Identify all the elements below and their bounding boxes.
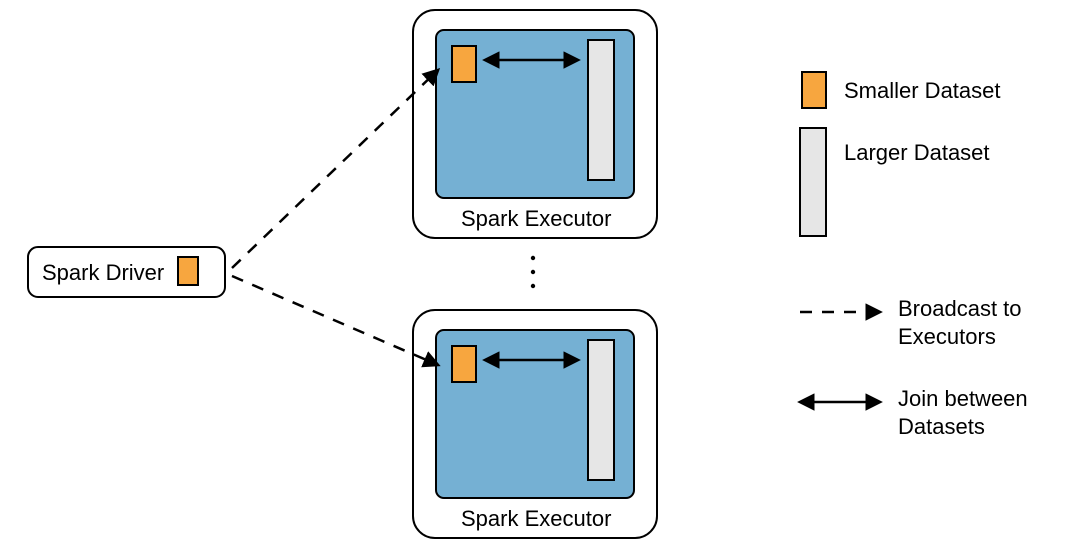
spark-executor-label-0: Spark Executor <box>461 206 611 231</box>
legend-smaller-label: Smaller Dataset <box>844 78 1001 103</box>
ellipsis-dot-0 <box>531 256 535 260</box>
ellipsis-dot-1 <box>531 270 535 274</box>
legend-larger-swatch <box>800 128 826 236</box>
executor-smaller-dataset-1 <box>452 346 476 382</box>
spark-broadcast-join-diagram: Spark Driver Spark Executor Spark Executor… <box>0 0 1080 554</box>
broadcast-arrow-1 <box>232 276 438 365</box>
legend-join-label-2: Datasets <box>898 414 985 439</box>
executor-smaller-dataset-0 <box>452 46 476 82</box>
driver-smaller-dataset <box>178 257 198 285</box>
executor-larger-dataset-1 <box>588 340 614 480</box>
legend-broadcast-label-1: Broadcast to <box>898 296 1022 321</box>
executor-larger-dataset-0 <box>588 40 614 180</box>
legend-join-label-1: Join between <box>898 386 1028 411</box>
legend-broadcast-label-2: Executors <box>898 324 996 349</box>
legend-smaller-swatch <box>802 72 826 108</box>
legend-larger-label: Larger Dataset <box>844 140 990 165</box>
spark-executor-label-1: Spark Executor <box>461 506 611 531</box>
broadcast-arrow-0 <box>232 70 438 268</box>
ellipsis-dot-2 <box>531 284 535 288</box>
spark-driver-label: Spark Driver <box>42 260 164 285</box>
